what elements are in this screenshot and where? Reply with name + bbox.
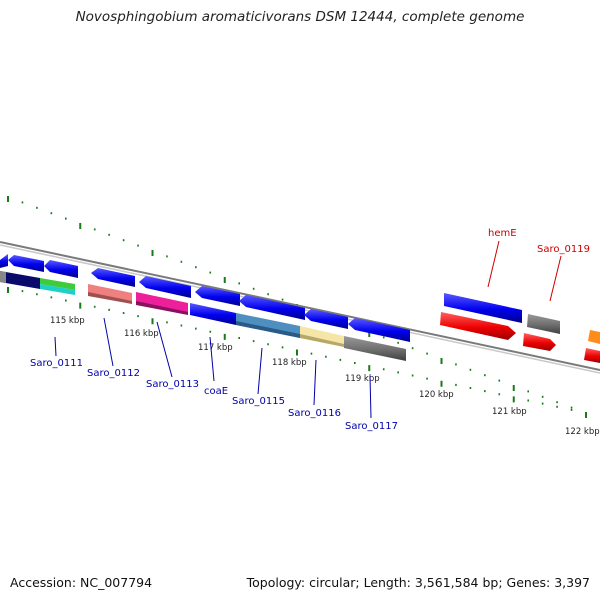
- gene-block: [588, 330, 600, 344]
- gene-block: [527, 314, 560, 334]
- gene-block: [584, 348, 600, 363]
- accession-text: Accession: NC_007794: [10, 575, 153, 590]
- gene-block: [444, 293, 522, 323]
- reverse-strand-genes: [0, 254, 522, 342]
- tick-label-121: 121 kbp: [492, 407, 527, 417]
- tick-label-117: 117 kbp: [198, 343, 233, 353]
- tick-label-118: 118 kbp: [272, 358, 307, 368]
- gene-block: [348, 318, 410, 342]
- gene-block: [0, 254, 8, 268]
- gene-block: [195, 286, 240, 306]
- inner-tick-track: [7, 287, 587, 418]
- gene-block: [304, 309, 348, 329]
- gene-label-saro-0119: Saro_0119: [537, 244, 590, 255]
- tick-label-120: 120 kbp: [419, 390, 454, 400]
- gene-label-saro-0115: Saro_0115: [232, 396, 285, 407]
- tick-label-115: 115 kbp: [50, 316, 85, 326]
- tick-label-122: 122 kbp: [565, 427, 600, 437]
- gene-label-saro-0117: Saro_0117: [345, 421, 398, 432]
- gene-label-saro-0111: Saro_0111: [30, 358, 83, 369]
- gene-label-leaders: [54, 240, 562, 419]
- map-title: Novosphingobium aromaticivorans DSM 1244…: [75, 9, 525, 25]
- gene-block: [239, 295, 305, 320]
- genome-summary-text: Topology: circular; Length: 3,561,584 bp…: [246, 575, 590, 590]
- gene-label-saro-0113: Saro_0113: [146, 379, 199, 390]
- gene-labels: Saro_0111 Saro_0112 Saro_0113 coaE Saro_…: [30, 228, 590, 432]
- gene-block: [440, 312, 516, 340]
- gene-block: [139, 276, 191, 298]
- gene-block: [523, 333, 556, 351]
- gene-label-coae: coaE: [204, 386, 228, 397]
- gene-block: [8, 255, 44, 272]
- tick-label-119: 119 kbp: [345, 374, 380, 384]
- scale-labels: 115 kbp 116 kbp 117 kbp 118 kbp 119 kbp …: [50, 316, 600, 437]
- gene-block: [44, 260, 78, 278]
- gene-block: [91, 268, 135, 287]
- colored-feature-blocks: [0, 271, 406, 361]
- forward-strand-genes: [440, 312, 600, 363]
- gene-label-saro-0112: Saro_0112: [87, 368, 140, 379]
- tick-label-116: 116 kbp: [124, 329, 159, 339]
- gene-label-saro-0116: Saro_0116: [288, 408, 341, 419]
- gene-label-heme: hemE: [488, 228, 517, 239]
